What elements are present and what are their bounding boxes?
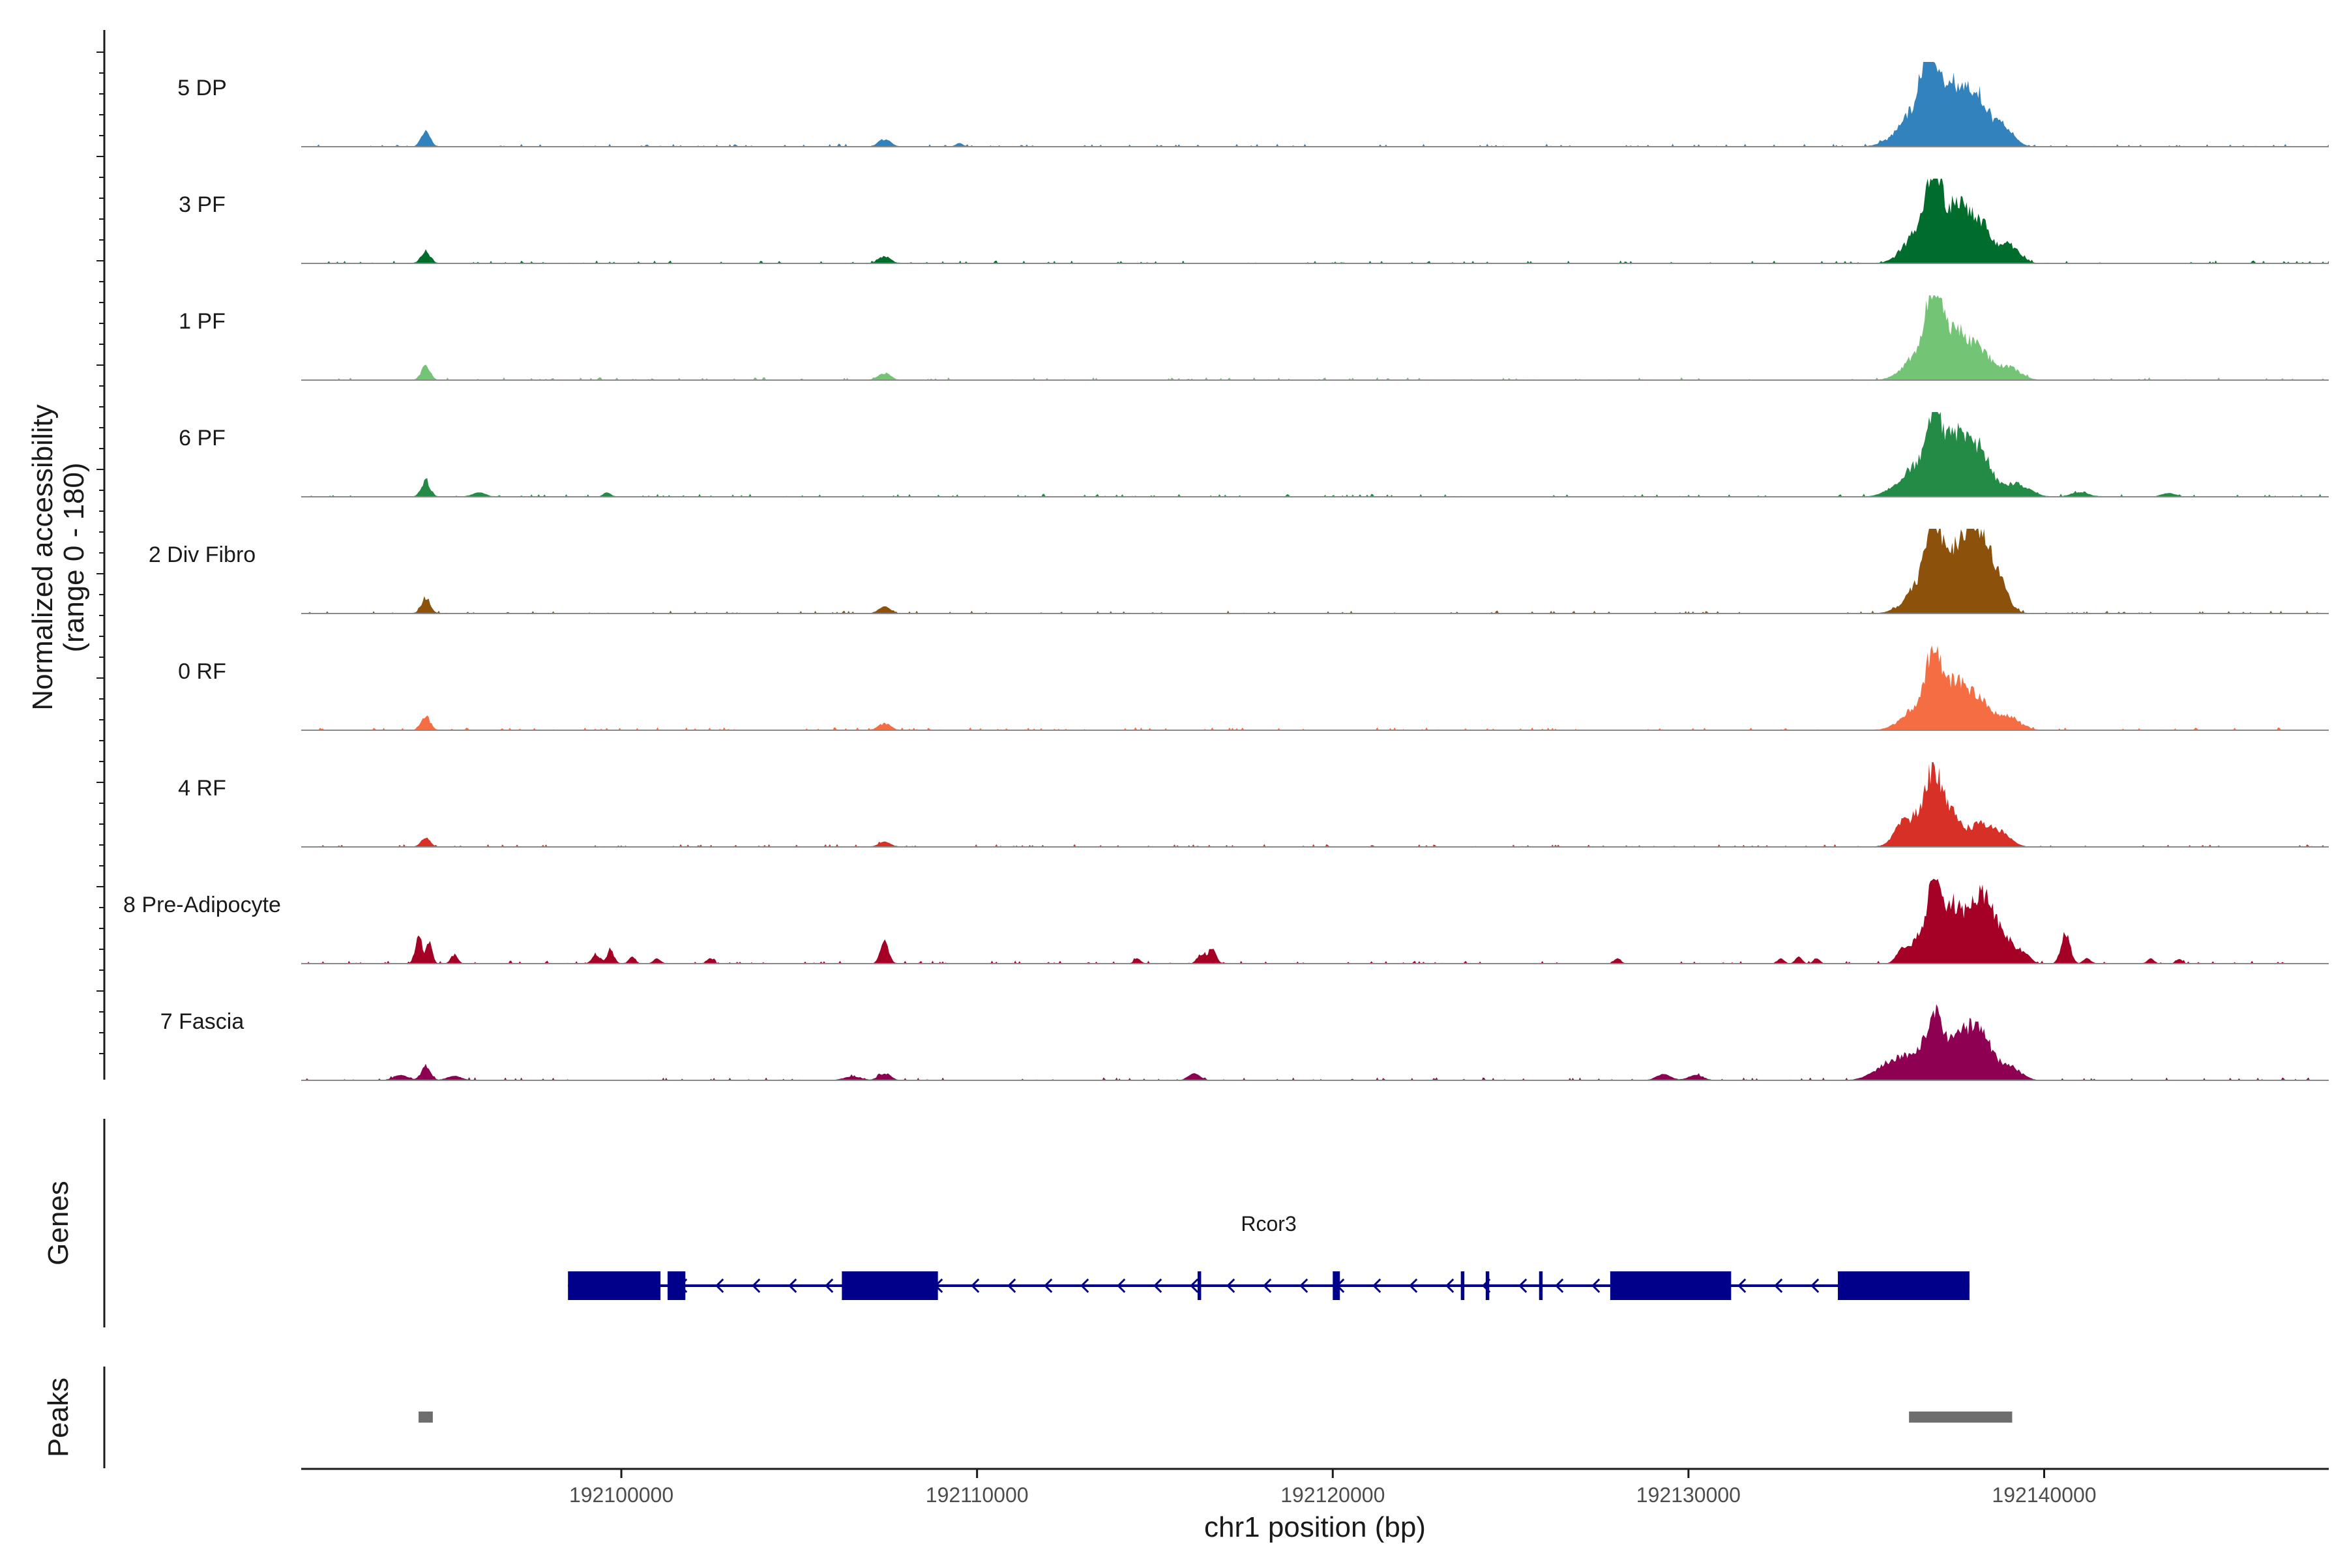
- strand-arrow: [1263, 1278, 1272, 1294]
- strand-arrow: [1080, 1278, 1089, 1294]
- track-label: 4 RF: [178, 776, 226, 801]
- strand-arrow: [1372, 1278, 1381, 1294]
- coverage-area: [301, 879, 2329, 964]
- gene-exon: [1962, 1271, 1970, 1300]
- gene-exon: [1485, 1271, 1490, 1300]
- x-tick-label: 192140000: [1992, 1483, 2096, 1507]
- gene-exon: [1333, 1271, 1340, 1300]
- x-tick-label: 192130000: [1636, 1483, 1741, 1507]
- coverage-area: [301, 412, 2329, 497]
- x-tick-label: 192100000: [569, 1483, 673, 1507]
- coverage-area: [301, 645, 2329, 730]
- peak-region: [1909, 1412, 2013, 1423]
- track-label: 0 RF: [178, 659, 226, 684]
- strand-arrow: [1518, 1278, 1528, 1294]
- strand-arrow: [1299, 1278, 1308, 1294]
- strand-arrow: [1774, 1278, 1783, 1294]
- coverage-area: [301, 1004, 2329, 1080]
- track-6-pf: 6 PF: [179, 412, 2329, 497]
- track-0-rf: 0 RF: [178, 645, 2329, 731]
- x-tick-label: 192110000: [926, 1483, 1029, 1507]
- track-label: 8 Pre-Adipocyte: [123, 893, 281, 917]
- track-label: 3 PF: [179, 192, 226, 217]
- strand-arrow: [1044, 1278, 1053, 1294]
- coverage-area: [301, 295, 2329, 380]
- gene-exon: [1610, 1271, 1732, 1300]
- track-label: 6 PF: [179, 426, 226, 451]
- gene-exon: [1539, 1271, 1543, 1300]
- peaks-track-label: Peaks: [42, 1378, 74, 1457]
- strand-arrow: [1226, 1278, 1235, 1294]
- track-1-pf: 1 PF: [179, 295, 2329, 381]
- coverage-y-ticks: [96, 52, 104, 1054]
- track-3-pf: 3 PF: [179, 179, 2329, 264]
- coverage-area: [301, 62, 2329, 147]
- peaks-track: [419, 1412, 2013, 1423]
- track-8-pre-adipocyte: 8 Pre-Adipocyte: [123, 879, 2329, 964]
- strand-arrow: [715, 1278, 724, 1294]
- coverage-area: [301, 179, 2329, 263]
- strand-arrow: [1445, 1278, 1454, 1294]
- y-axis-range: (range 0 - 180): [58, 462, 90, 652]
- strand-arrow: [1737, 1278, 1747, 1294]
- x-axis-ticks: 192100000 192110000 192120000 192130000 1921…: [569, 1469, 2097, 1507]
- gene-exon: [568, 1271, 661, 1300]
- strand-arrow: [971, 1278, 980, 1294]
- x-axis-title: chr1 position (bp): [1204, 1511, 1426, 1543]
- track-label: 1 PF: [179, 309, 226, 334]
- gene-exon: [842, 1271, 938, 1300]
- strand-arrow: [1409, 1278, 1418, 1294]
- gene-exon: [667, 1271, 686, 1300]
- strand-arrow: [1153, 1278, 1162, 1294]
- track-label: 7 Fascia: [160, 1009, 244, 1034]
- strand-arrow: [1007, 1278, 1016, 1294]
- strand-arrow: [825, 1278, 834, 1294]
- peak-region: [419, 1412, 433, 1423]
- strand-arrow: [1810, 1278, 1820, 1294]
- strand-arrow: [1591, 1278, 1601, 1294]
- coverage-tracks: 5 DP 3 PF 1 PF 6 PF 2 Div Fibro 0 RF 4 RF 8 Pre…: [123, 62, 2329, 1081]
- strand-arrow: [752, 1278, 761, 1294]
- coverage-area: [301, 762, 2329, 847]
- genes-track-label: Genes: [42, 1181, 74, 1265]
- gene-name-label: Rcor3: [1241, 1212, 1296, 1235]
- gene-exon: [1460, 1271, 1465, 1300]
- track-2-div-fibro: 2 Div Fibro: [149, 529, 2329, 614]
- strand-arrow: [1190, 1278, 1199, 1294]
- coverage-area: [301, 529, 2329, 614]
- x-tick-label: 192120000: [1280, 1483, 1385, 1507]
- track-5-dp: 5 DP: [177, 62, 2329, 147]
- strand-arrow: [1117, 1278, 1126, 1294]
- track-4-rf: 4 RF: [178, 762, 2329, 848]
- track-label: 2 Div Fibro: [149, 542, 256, 567]
- track-label: 5 DP: [177, 76, 227, 100]
- strand-arrow: [1555, 1278, 1564, 1294]
- gene-exon: [1197, 1271, 1202, 1300]
- y-axis-title: Normalized accessibility: [27, 404, 59, 710]
- gene-track: Rcor3: [568, 1212, 1970, 1300]
- strand-arrow: [788, 1278, 797, 1294]
- track-7-fascia: 7 Fascia: [160, 1004, 2329, 1081]
- gene-exon: [1838, 1271, 1963, 1300]
